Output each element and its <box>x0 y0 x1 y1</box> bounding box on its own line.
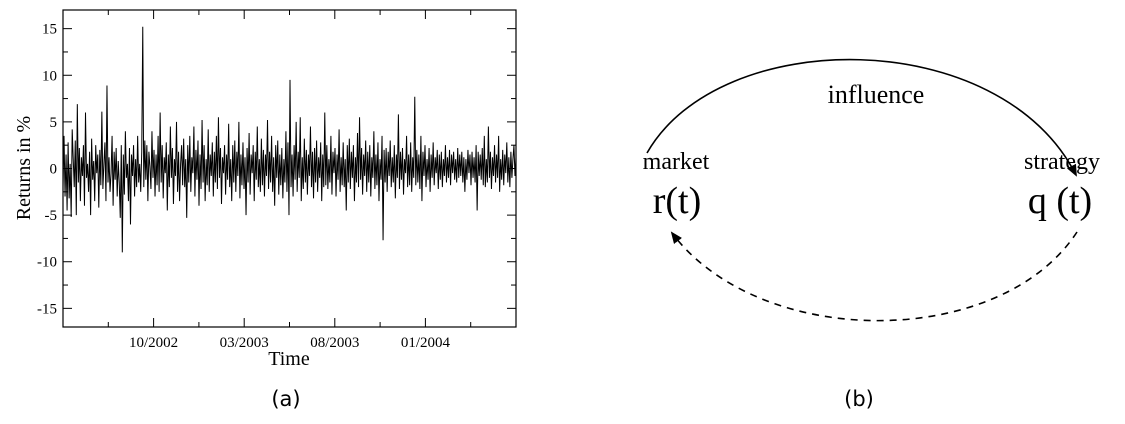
node-strategy-func: q (t) <box>1028 180 1092 222</box>
y-tick-label: -10 <box>37 255 57 271</box>
y-tick-label: -15 <box>37 301 57 317</box>
node-market-func: r(t) <box>653 180 702 222</box>
node-strategy-name: strategy <box>1024 149 1100 175</box>
y-axis-title: Returns in % <box>13 116 35 220</box>
returns-chart: -15 -10 -5 0 5 10 15 10/2002 03/2003 08/2003 01/2… <box>13 9 517 370</box>
y-tick-label: -5 <box>45 208 58 224</box>
node-market-name: market <box>643 149 710 175</box>
y-axis-ticks: -15 -10 -5 0 5 10 15 <box>37 22 516 317</box>
x-tick-label: 03/2003 <box>220 335 269 351</box>
y-tick-label: 0 <box>50 162 58 178</box>
y-tick-label: 5 <box>50 115 58 131</box>
influence-arrow <box>646 58 1077 177</box>
edge-label-influence: influence <box>828 80 925 109</box>
panel-b-label: (b) <box>844 387 874 411</box>
y-tick-label: 15 <box>42 22 57 38</box>
x-tick-label: 10/2002 <box>129 335 178 351</box>
returns-series-line <box>62 26 517 253</box>
panel-a-label: (a) <box>271 387 300 411</box>
feedback-arrow <box>670 231 1078 322</box>
x-tick-label: 08/2003 <box>310 335 359 351</box>
x-axis-ticks: 10/2002 03/2003 08/2003 01/2004 <box>107 10 472 351</box>
x-axis-title: Time <box>268 348 310 370</box>
y-tick-label: 10 <box>42 68 57 84</box>
x-tick-label: 01/2004 <box>401 335 451 351</box>
feedback-diagram: influence market r(t) strategy q (t) <box>643 58 1100 322</box>
